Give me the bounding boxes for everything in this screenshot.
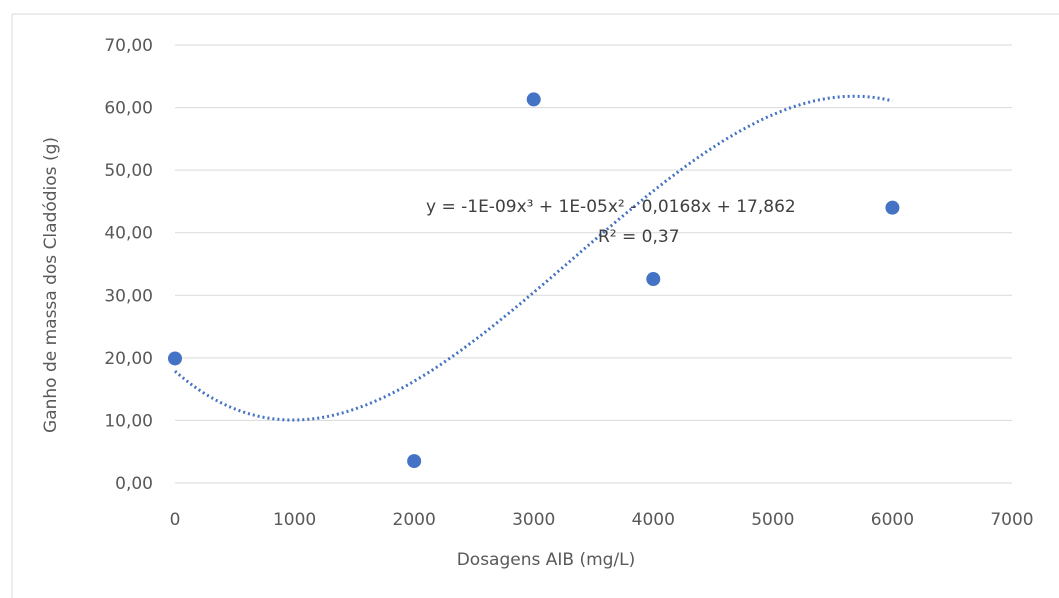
x-tick-label: 1000 [273, 510, 316, 530]
y-tick-label: 60,00 [104, 99, 153, 119]
data-points [168, 92, 900, 469]
y-tick-label: 70,00 [104, 36, 153, 56]
y-tick-label: 10,00 [104, 411, 153, 431]
data-point [168, 351, 182, 366]
x-tick-label: 4000 [632, 510, 675, 530]
gridlines [175, 44, 1012, 484]
x-tick-label: 7000 [990, 510, 1033, 530]
trendline-r-squared: R² = 0,37 [598, 227, 680, 247]
y-tick-label: 20,00 [104, 349, 153, 369]
trendline-equation: y = -1E-09x³ + 1E-05x² - 0,0168x + 17,86… [426, 197, 796, 217]
polynomial-trendline [174, 94, 893, 422]
data-point [885, 200, 900, 215]
y-tick-label: 40,00 [104, 224, 153, 244]
y-axis-ticks: 0,00 10,00 20,00 30,00 40,00 50,00 60,00 70,00 [104, 36, 153, 494]
x-tick-label: 3000 [512, 510, 555, 530]
x-tick-label: 0 [170, 510, 181, 530]
y-axis-title: Ganho de massa dos Cladódios (g) [41, 137, 61, 433]
x-axis-title: Dosagens AIB (mg/L) [457, 550, 636, 570]
x-tick-label: 2000 [393, 510, 436, 530]
y-tick-label: 30,00 [104, 286, 153, 306]
data-point [646, 272, 661, 287]
x-axis-ticks: 0 1000 2000 3000 4000 5000 6000 7000 [170, 510, 1034, 530]
data-point [526, 92, 541, 107]
y-tick-label: 0,00 [115, 474, 153, 494]
y-tick-label: 50,00 [104, 161, 153, 181]
x-tick-label: 5000 [751, 510, 794, 530]
data-point [407, 454, 422, 469]
x-tick-label: 6000 [871, 510, 914, 530]
